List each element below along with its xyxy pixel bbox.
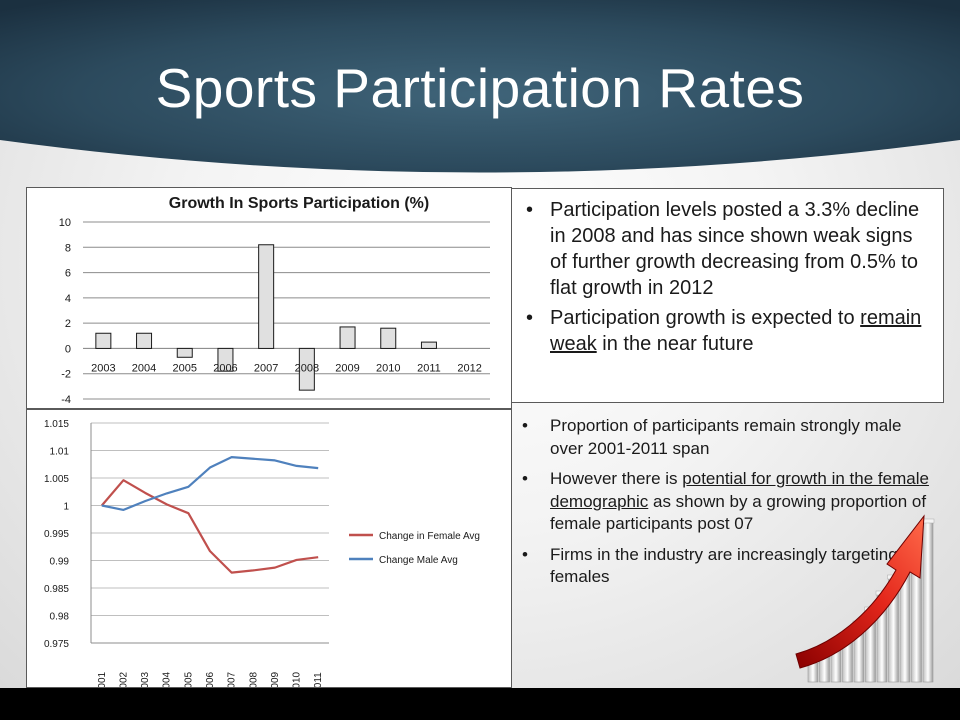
bar-x-tick-label: 2008: [295, 362, 319, 374]
bar-x-tick-label: 2012: [457, 362, 481, 374]
bar-y-tick-label: 4: [65, 293, 71, 305]
bullet-text: Participation levels posted a 3.3% decli…: [550, 199, 920, 299]
bottom-bullet-3: • Firms in the industry are increasingly …: [522, 544, 932, 589]
bar-y-tick-label: 6: [65, 268, 71, 280]
bullet-text: in the near future: [596, 333, 754, 355]
line-x-tick-label: 2004: [162, 671, 173, 687]
line-x-tick-label: 2009: [270, 671, 281, 687]
bar-y-tick-label: 10: [59, 217, 71, 229]
line-y-tick-label: 0.99: [50, 557, 70, 568]
bar-x-tick-label: 2010: [376, 362, 400, 374]
series-line-female: [100, 479, 319, 574]
bar-y-tick-label: 8: [65, 242, 71, 254]
bullet-text: Proportion of participants remain strong…: [550, 416, 902, 458]
line-x-tick-label: 2008: [248, 671, 259, 687]
legend-label: Change in Female Avg: [379, 531, 480, 542]
bar-2005: [176, 347, 193, 358]
line-y-tick-label: 0.98: [50, 612, 70, 623]
growth-arrow-icon: [795, 514, 935, 683]
line-y-tick-label: 0.975: [44, 639, 69, 650]
line-x-tick-label: 2007: [227, 671, 238, 687]
line-x-tick-label: 2005: [183, 671, 194, 687]
bullet-dot-icon: •: [526, 199, 534, 221]
bar-x-tick-label: 2011: [417, 362, 441, 374]
bar-x-tick-label: 2003: [91, 362, 115, 374]
bar-x-tick-label: 2006: [213, 362, 237, 374]
top-bullets-box: • Participation levels posted a 3.3% decl…: [511, 188, 944, 403]
line-y-tick-label: 1: [63, 502, 69, 513]
bar-y-tick-label: -4: [61, 394, 71, 406]
line-y-tick-label: 1.01: [50, 447, 70, 458]
bullet-dot-icon: •: [522, 416, 528, 435]
bar-2008: [298, 347, 315, 391]
bar-x-tick-label: 2009: [335, 362, 359, 374]
underlined-text: remain weak: [550, 307, 922, 355]
line-chart-panel: 1.015 1.01 1.005 1 0.995 0.99 0.985 0.98 0.975 20…: [26, 409, 512, 688]
bar-y-tick-label: -2: [61, 369, 71, 381]
bullet-dot-icon: •: [522, 469, 528, 488]
bullet-text: However there is: [550, 469, 683, 488]
underlined-text: potential for growth in the female demog…: [550, 469, 929, 511]
line-x-tick-label: 2003: [140, 671, 151, 687]
header-band: [0, 0, 960, 173]
line-y-tick-label: 0.995: [44, 529, 69, 540]
line-chart: 1.015 1.01 1.005 1 0.995 0.99 0.985 0.98 0.975 20…: [44, 419, 480, 687]
line-y-tick-label: 1.015: [44, 419, 69, 430]
bullet-text: Firms in the industry are increasingly t…: [550, 544, 898, 587]
line-x-tick-label: 2001: [97, 671, 108, 687]
bar-2006: [217, 347, 234, 372]
bottom-bullet-2: • However there is potential for growth i…: [522, 468, 932, 536]
line-y-tick-label: 1.005: [44, 474, 69, 485]
bar-2003: [95, 332, 112, 349]
top-bullet-list: • Participation levels posted a 3.3% decl…: [526, 197, 934, 361]
bar-x-tick-label: 2007: [254, 362, 278, 374]
line-x-tick-label: 2010: [292, 671, 303, 687]
bottom-bullet-list: • Proportion of participants remain stron…: [522, 415, 932, 589]
legend-label: Change Male Avg: [379, 555, 458, 566]
bar-2010: [380, 327, 397, 349]
bar-chart-title: Growth In Sports Participation (%): [169, 195, 429, 212]
line-x-tick-label: 2006: [205, 671, 216, 687]
bar-2004: [136, 332, 153, 349]
bar-x-tick-label: 2005: [173, 362, 197, 374]
bar-2009: [339, 326, 356, 349]
bottom-bullet-1: • Proportion of participants remain stron…: [522, 415, 932, 460]
top-bullet-1: • Participation levels posted a 3.3% decl…: [526, 197, 934, 301]
bullet-text: Participation growth is expected to: [550, 307, 861, 329]
bar-y-tick-label: 0: [65, 343, 71, 355]
bar-x-tick-label: 2004: [132, 362, 156, 374]
bottom-bar: [0, 688, 960, 720]
top-bullet-2: • Participation growth is expected to rem…: [526, 305, 934, 357]
bar-chart-panel: Growth In Sports Participation (%) 10 8 6 4…: [26, 187, 512, 409]
bullet-text: as shown by a growing proportion of fema…: [550, 491, 927, 534]
growth-step: [922, 521, 934, 683]
slide-title: Sports Participation Rates: [155, 57, 805, 119]
series-line-male: [101, 455, 319, 512]
bullet-dot-icon: •: [522, 544, 528, 564]
bar-chart: Growth In Sports Participation (%) 10 8 6 4…: [59, 195, 490, 406]
bar-2011: [420, 341, 437, 349]
bar-y-tick-label: 2: [65, 318, 71, 330]
bullet-dot-icon: •: [526, 307, 534, 329]
bottom-bullets-box: • Proportion of participants remain stron…: [522, 415, 932, 597]
line-x-tick-label: 2011: [313, 672, 324, 687]
line-x-tick-label: 2002: [118, 671, 129, 687]
bar-2007: [258, 244, 275, 349]
line-y-tick-label: 0.985: [44, 584, 69, 595]
